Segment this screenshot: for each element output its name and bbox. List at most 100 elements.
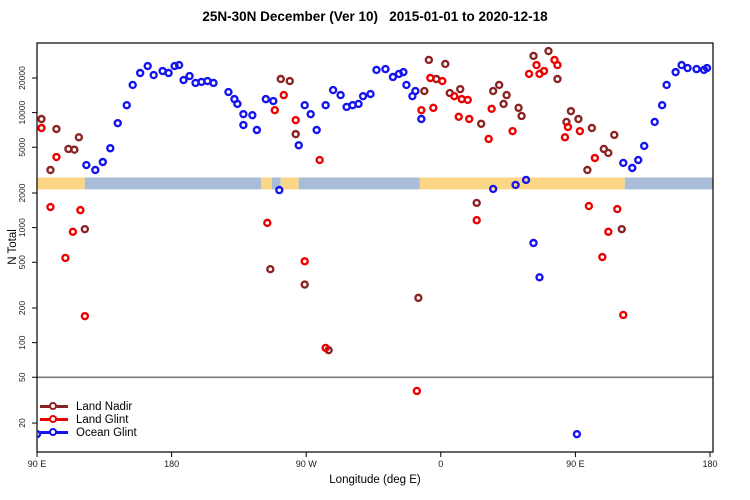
data-point-land-nadir [529, 51, 538, 61]
data-point-ocean-glint [671, 67, 680, 77]
y-tick-label: 5000 [17, 138, 27, 157]
data-point-land-glint [590, 153, 600, 163]
data-point-land-glint [524, 69, 534, 79]
data-point-land-nadir [574, 114, 583, 124]
data-point-ocean-glint [239, 120, 248, 130]
legend-label: Land Glint [76, 413, 129, 426]
y-tick-label: 1000 [17, 218, 27, 237]
data-point-ocean-glint [328, 85, 338, 95]
data-point-land-glint [553, 60, 562, 70]
x-tick-label: 0 [438, 459, 443, 469]
chart-title: 25N-30N December (Ver 10) 2015-01-01 to … [202, 9, 548, 24]
plot-frame [36, 42, 714, 453]
data-point-ocean-glint [529, 238, 538, 248]
data-point-land-nadir [488, 86, 498, 96]
legend-item-land-glint: Land Glint [40, 413, 137, 426]
data-point-land-glint [300, 257, 309, 266]
data-point-land-glint [532, 60, 541, 70]
data-point-land-nadir [285, 76, 294, 86]
map-band-segment-ocean [298, 177, 420, 190]
y-tick-label: 100 [17, 335, 27, 349]
data-point-land-glint [454, 112, 463, 121]
data-point-ocean-glint [572, 429, 582, 439]
data-point-ocean-glint [269, 96, 278, 106]
data-point-ocean-glint [312, 125, 321, 135]
data-point-ocean-glint [417, 114, 426, 124]
data-point-ocean-glint [411, 86, 420, 96]
data-point-land-nadir [80, 224, 90, 234]
data-point-ocean-glint [106, 144, 115, 153]
data-point-land-glint [68, 227, 78, 236]
data-point-land-glint [76, 205, 85, 215]
data-point-ocean-glint [511, 180, 520, 190]
data-point-land-nadir [52, 124, 61, 134]
data-point-land-nadir [566, 106, 576, 116]
data-point-ocean-glint [149, 70, 158, 80]
data-point-land-nadir [494, 80, 504, 90]
data-point-land-glint [438, 76, 447, 86]
data-point-land-nadir [599, 144, 609, 154]
data-point-ocean-glint [248, 110, 257, 120]
data-point-ocean-glint [336, 90, 345, 100]
data-point-ocean-glint [640, 141, 649, 151]
data-point-ocean-glint [113, 118, 122, 128]
legend: Land Nadir Land Glint Ocean Glint [40, 400, 137, 439]
data-point-ocean-glint [488, 184, 498, 194]
map-band-segment-ocean [624, 177, 713, 190]
land-nadir-marker-icon [40, 400, 68, 413]
data-point-ocean-glint [628, 163, 637, 173]
data-point-land-glint [291, 115, 300, 125]
data-point-land-glint [484, 134, 493, 144]
data-point-ocean-glint [91, 165, 100, 175]
data-point-ocean-glint [275, 185, 284, 195]
data-point-ocean-glint [261, 94, 271, 104]
map-band-segment-ocean [84, 177, 262, 190]
ocean-glint-marker-icon [40, 426, 68, 439]
data-point-ocean-glint [209, 78, 218, 88]
data-point-land-glint [472, 216, 481, 225]
y-tick-label: 200 [17, 301, 27, 315]
data-point-ocean-glint [82, 160, 91, 170]
data-point-land-glint [52, 152, 61, 162]
data-point-land-nadir [441, 59, 450, 69]
data-point-land-glint [560, 133, 570, 142]
data-point-ocean-glint [174, 60, 184, 70]
map-band-segment-land [261, 177, 272, 190]
data-point-land-nadir [583, 165, 592, 175]
data-point-ocean-glint [388, 72, 398, 82]
legend-item-ocean-glint: Ocean Glint [40, 426, 137, 439]
data-point-land-glint [37, 123, 46, 133]
data-point-land-nadir [472, 198, 481, 208]
data-point-land-glint [412, 386, 422, 396]
data-point-land-nadir [414, 293, 423, 303]
data-point-ocean-glint [179, 75, 188, 85]
data-point-ocean-glint [354, 99, 363, 109]
data-point-ocean-glint [135, 68, 145, 78]
data-point-land-nadir [74, 133, 84, 142]
data-point-land-glint [613, 204, 622, 214]
data-point-ocean-glint [662, 80, 671, 90]
legend-item-land-nadir: Land Nadir [40, 400, 137, 413]
data-point-land-glint [263, 218, 272, 228]
data-point-ocean-glint [634, 155, 643, 165]
data-point-land-nadir [291, 129, 300, 139]
data-point-ocean-glint [224, 87, 233, 97]
data-point-land-glint [450, 91, 459, 101]
data-point-land-nadir [517, 111, 526, 121]
data-point-ocean-glint [381, 64, 390, 74]
map-band-segment-ocean [271, 177, 281, 190]
data-point-land-nadir [514, 103, 523, 113]
data-point-land-nadir [420, 86, 429, 96]
legend-label: Land Nadir [76, 400, 133, 413]
data-point-land-nadir [617, 224, 626, 234]
data-point-ocean-glint [650, 117, 659, 127]
data-point-ocean-glint [535, 273, 544, 282]
data-point-land-nadir [604, 148, 613, 158]
data-point-ocean-glint [239, 109, 248, 119]
data-point-ocean-glint [366, 89, 375, 99]
x-tick-label: 90 W [296, 459, 318, 469]
data-point-ocean-glint [321, 101, 330, 110]
data-point-ocean-glint [358, 91, 368, 101]
data-point-ocean-glint [37, 429, 42, 439]
data-point-land-nadir [476, 119, 486, 128]
